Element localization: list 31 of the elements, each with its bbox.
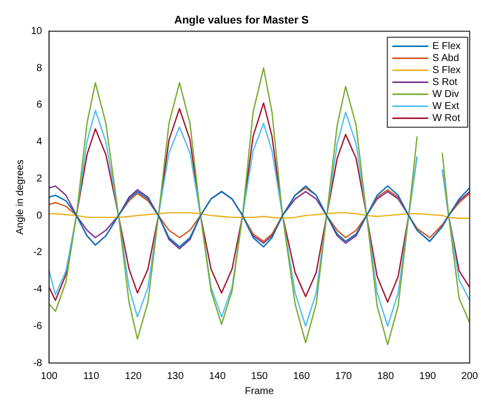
x-tick-label: 140: [208, 370, 226, 382]
x-tick-label: 110: [83, 370, 100, 382]
y-tick-label: 4: [36, 136, 43, 148]
x-tick-label: 100: [40, 370, 58, 382]
x-tick-label: 130: [166, 370, 184, 382]
legend-label: S Abd: [432, 52, 460, 64]
x-tick-label: 160: [293, 370, 310, 382]
y-tick-label: 6: [36, 100, 43, 111]
legend-label: S Flex: [432, 64, 461, 76]
x-tick-label: 190: [419, 370, 436, 382]
chart-title: Angle values for Master S: [174, 14, 309, 27]
y-tick-label: -4: [33, 284, 43, 296]
y-tick-label: -6: [33, 320, 43, 332]
legend-label: W Rot: [432, 112, 460, 124]
x-axis-title: Frame: [244, 386, 274, 397]
x-tick-label: 150: [251, 370, 268, 382]
y-tick-label: 0: [36, 210, 43, 222]
y-tick-label: -2: [33, 247, 43, 258]
y-tick-label: -8: [33, 358, 43, 369]
y-axis-title: Angle in degrees: [14, 160, 26, 235]
legend-label: W Div: [432, 88, 459, 100]
legend-label: E Flex: [432, 40, 461, 52]
x-tick-label: 170: [335, 370, 352, 382]
x-tick-label: 200: [461, 370, 478, 382]
x-tick-label: 180: [377, 370, 394, 382]
y-tick-label: 10: [31, 26, 43, 37]
legend-label: S Rot: [432, 76, 458, 88]
x-tick-label: 120: [124, 370, 142, 382]
y-tick-label: 2: [36, 173, 43, 184]
y-tick-label: 8: [36, 62, 43, 74]
legend-label: W Ext: [432, 100, 460, 112]
